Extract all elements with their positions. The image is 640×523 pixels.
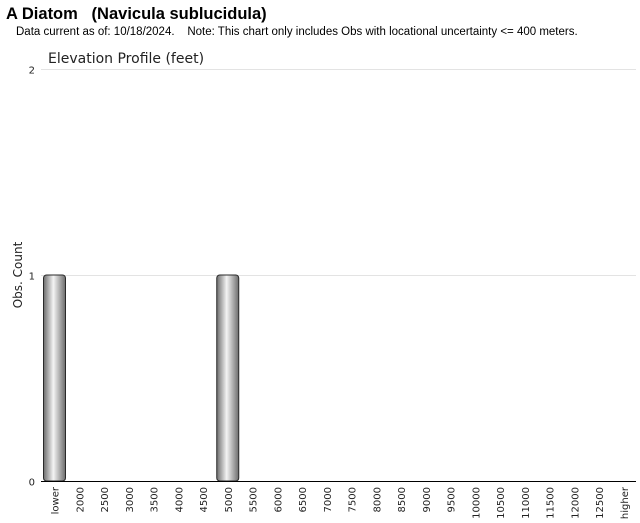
x-tick-label: 6000 bbox=[273, 487, 284, 512]
x-tick-label: 3000 bbox=[125, 487, 136, 512]
x-tick-label: higher bbox=[620, 486, 631, 519]
y-tick-label: 0 bbox=[29, 478, 35, 489]
y-tick-label: 2 bbox=[29, 66, 35, 77]
x-tick-label: 2500 bbox=[100, 487, 111, 512]
x-tick-label: 4000 bbox=[174, 487, 185, 512]
y-tick-label: 1 bbox=[29, 272, 35, 283]
x-tick-label: 10500 bbox=[496, 487, 507, 519]
x-tick-label: 3500 bbox=[150, 487, 161, 512]
x-tick-label: 10000 bbox=[471, 487, 482, 519]
x-tick-label: 7500 bbox=[348, 487, 359, 512]
y-axis-label: Obs. Count bbox=[11, 241, 25, 308]
x-tick-label: 9000 bbox=[422, 487, 433, 512]
x-tick-label: 2000 bbox=[75, 487, 86, 512]
page-title: A Diatom (Navicula sublucidula) bbox=[6, 5, 267, 23]
x-tick-label: 12000 bbox=[570, 487, 581, 519]
x-tick-label: 8500 bbox=[397, 487, 408, 512]
chart-title: Elevation Profile (feet) bbox=[48, 51, 204, 67]
bar-lower bbox=[43, 274, 66, 482]
x-tick-label: 6500 bbox=[298, 487, 309, 512]
x-tick-label: lower bbox=[51, 486, 62, 514]
x-tick-label: 9500 bbox=[447, 487, 458, 512]
x-tick-label: 12500 bbox=[595, 487, 606, 519]
x-tick-label: 8000 bbox=[372, 487, 383, 512]
x-tick-label: 5500 bbox=[249, 487, 260, 512]
x-tick-label: 11000 bbox=[521, 487, 532, 519]
x-tick-label: 4500 bbox=[199, 487, 210, 512]
bar-5000 bbox=[216, 274, 240, 482]
x-tick-label: 7000 bbox=[323, 487, 334, 512]
x-tick-label: 5000 bbox=[224, 487, 235, 512]
x-tick-label: 11500 bbox=[546, 487, 557, 519]
page-subtitle: Data current as of: 10/18/2024. Note: Th… bbox=[16, 26, 578, 38]
